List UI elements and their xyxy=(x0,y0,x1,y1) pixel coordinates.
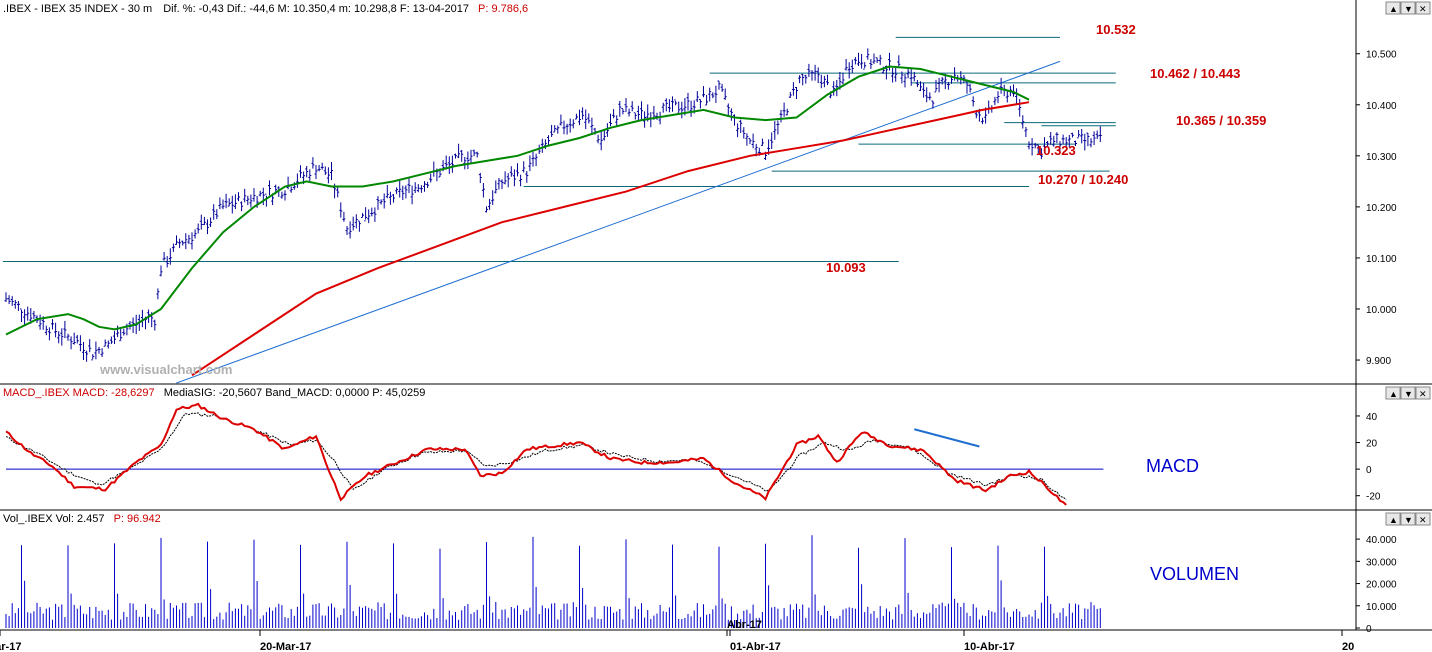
trendline xyxy=(176,60,1061,384)
volume-header-name: Vol_.IBEX Vol: 2.457 xyxy=(3,513,105,525)
volume-scroll-down-button[interactable] xyxy=(1400,512,1416,526)
price-scroll-down-button[interactable] xyxy=(1400,1,1416,15)
macd-ytick-label: 40 xyxy=(1366,412,1378,423)
volume-panel-buttons: ▲ ▼ ✕ xyxy=(1385,512,1431,526)
time-axis-label: 20 xyxy=(1342,641,1354,652)
volume-scroll-down-icon: ▼ xyxy=(1404,515,1413,525)
price-scroll-down-icon: ▼ xyxy=(1404,4,1413,14)
price-header-title: .IBEX - IBEX 35 INDEX - 30 m xyxy=(3,3,152,15)
price-ytick-label: 10.100 xyxy=(1366,254,1397,265)
price-ytick-label: 9.900 xyxy=(1366,356,1391,367)
price-scroll-up-button[interactable] xyxy=(1385,1,1401,15)
price-header-stats: Dif. %: -0,43 Dif.: -44,6 M: 10.350,4 m:… xyxy=(163,3,469,15)
level-label-10532: 10.532 xyxy=(1096,22,1136,37)
price-panel: 10.500 10.400 10.300 10.200 10.100 10.000 9.90… xyxy=(2,36,1397,384)
price-ytick-label: 10.400 xyxy=(1366,101,1397,112)
time-axis: Mar-17 20-Mar-17 Abr-17 01-Abr-17 10-Abr-17 2… xyxy=(0,619,1354,652)
macd-ytick-label: 0 xyxy=(1366,465,1372,476)
time-axis-label: 10-Abr-17 xyxy=(964,641,1015,652)
macd-ytick-label: 20 xyxy=(1366,439,1378,450)
macd-scroll-down-icon: ▼ xyxy=(1404,389,1413,399)
macd-caption: MACD xyxy=(1146,456,1199,476)
macd-close-button[interactable] xyxy=(1415,386,1431,400)
macd-panel-buttons: ▲ ▼ ✕ xyxy=(1385,386,1431,400)
price-ytick-label: 10.000 xyxy=(1366,305,1397,316)
volume-ytick-label: 0 xyxy=(1366,624,1372,635)
time-axis-label: Mar-17 xyxy=(0,641,21,652)
price-panel-buttons: ▲ ▼ ✕ xyxy=(1385,1,1431,15)
volume-ytick-label: 20.000 xyxy=(1366,580,1397,591)
level-label-10365-10359: 10.365 / 10.359 xyxy=(1176,113,1266,128)
level-label-10270-10240: 10.270 / 10.240 xyxy=(1038,172,1128,187)
volume-header: Vol_.IBEX Vol: 2.457 P: 96.942 xyxy=(3,513,161,525)
price-header: .IBEX - IBEX 35 INDEX - 30 m Dif. %: -0,… xyxy=(3,3,528,15)
macd-line xyxy=(5,402,1067,506)
time-axis-label: 01-Abr-17 xyxy=(730,641,781,652)
volume-header-p: P: 96.942 xyxy=(114,513,161,525)
volume-scroll-up-button[interactable] xyxy=(1385,512,1401,526)
volume-caption: VOLUMEN xyxy=(1150,564,1239,584)
price-close-icon: ✕ xyxy=(1419,4,1427,14)
macd-close-icon: ✕ xyxy=(1419,389,1427,399)
time-axis-label: 20-Mar-17 xyxy=(260,641,311,652)
price-close-button[interactable] xyxy=(1415,1,1431,15)
volume-ytick-label: 30.000 xyxy=(1366,557,1397,568)
volume-ytick-label: 10.000 xyxy=(1366,602,1397,613)
volume-scroll-up-icon: ▲ xyxy=(1389,515,1398,525)
volume-close-button[interactable] xyxy=(1415,512,1431,526)
macd-header: MACD_.IBEX MACD: -28,6297 MediaSIG: -20,… xyxy=(3,387,425,399)
price-ytick-label: 10.500 xyxy=(1366,50,1397,61)
macd-panel: 40 20 0 -20 xyxy=(5,402,1381,506)
volume-ytick-label: 40.000 xyxy=(1366,535,1397,546)
macd-ytick-label: -20 xyxy=(1366,492,1381,503)
price-ytick-label: 10.200 xyxy=(1366,203,1397,214)
watermark: www.visualchart.com xyxy=(99,362,232,377)
macd-header-rest: MediaSIG: -20,5607 Band_MACD: 0,0000 P: … xyxy=(164,387,426,399)
macd-scroll-up-icon: ▲ xyxy=(1389,389,1398,399)
price-header-p: P: 9.786,6 xyxy=(478,3,528,15)
level-label-10093: 10.093 xyxy=(826,260,866,275)
macd-signal-line xyxy=(5,412,1067,500)
macd-divergence-line xyxy=(914,428,980,448)
level-label-10462-10443: 10.462 / 10.443 xyxy=(1150,66,1240,81)
volume-close-icon: ✕ xyxy=(1419,515,1427,525)
moving-average-fast-line xyxy=(5,65,1030,336)
macd-scroll-down-button[interactable] xyxy=(1400,386,1416,400)
volume-panel: 40.000 30.000 20.000 10.000 0 xyxy=(5,535,1397,635)
level-label-10323: 10.323 xyxy=(1036,143,1076,158)
time-axis-label: Abr-17 xyxy=(727,619,762,631)
price-scroll-up-icon: ▲ xyxy=(1389,4,1398,14)
macd-header-name: MACD_.IBEX MACD: -28,6297 xyxy=(3,387,155,399)
price-ytick-label: 10.300 xyxy=(1366,152,1397,163)
macd-scroll-up-button[interactable] xyxy=(1385,386,1401,400)
moving-average-slow-line xyxy=(191,101,1030,377)
